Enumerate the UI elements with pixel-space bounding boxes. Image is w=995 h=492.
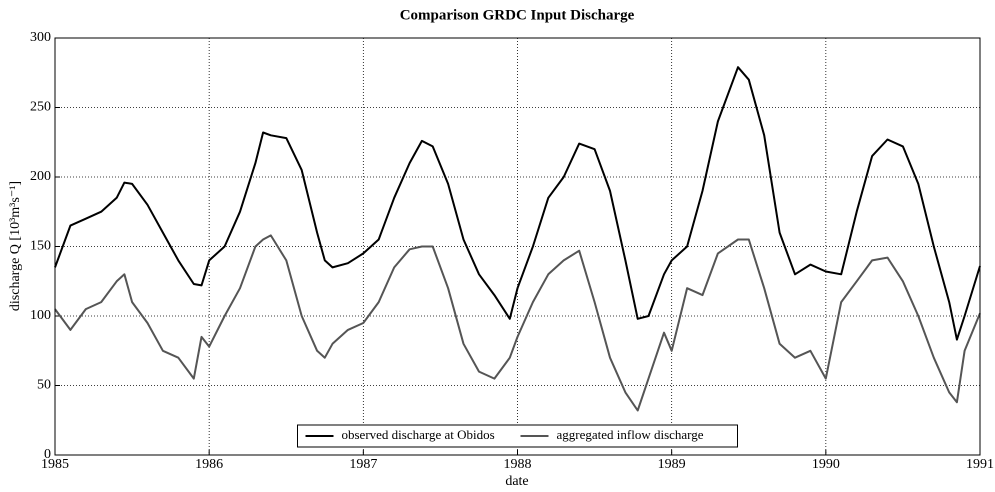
x-tick-label: 1985 bbox=[41, 457, 69, 472]
legend-label: observed discharge at Obidos bbox=[342, 427, 495, 442]
y-axis-label: discharge Q [10³m³s⁻¹] bbox=[8, 181, 23, 311]
plot-frame bbox=[54, 37, 981, 456]
chart-title: Comparison GRDC Input Discharge bbox=[400, 7, 635, 23]
y-tick-label: 250 bbox=[30, 100, 51, 115]
x-tick-label: 1989 bbox=[658, 457, 686, 472]
series-line bbox=[54, 234, 981, 412]
x-tick-label: 1986 bbox=[195, 457, 223, 472]
legend: observed discharge at Obidos aggregated i… bbox=[297, 424, 738, 448]
x-tick-label: 1988 bbox=[504, 457, 532, 472]
y-tick-label: 0 bbox=[44, 447, 51, 462]
legend-box bbox=[297, 424, 738, 448]
x-axis-label: date bbox=[505, 474, 528, 489]
x-tick-label: 1987 bbox=[349, 457, 377, 472]
x-tick-label: 1991 bbox=[966, 457, 994, 472]
y-tick-label: 100 bbox=[30, 308, 51, 323]
y-tick-label: 150 bbox=[30, 239, 51, 254]
y-tick-label: 300 bbox=[30, 30, 51, 45]
series-line bbox=[54, 66, 981, 341]
y-tick-label: 50 bbox=[37, 378, 51, 393]
x-tick-label: 1990 bbox=[812, 457, 840, 472]
legend-label: aggregated inflow discharge bbox=[557, 427, 704, 442]
y-tick-label: 200 bbox=[30, 169, 51, 184]
